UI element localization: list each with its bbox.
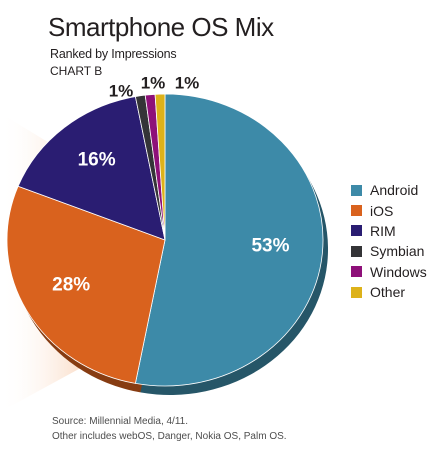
legend-item-ios: iOS <box>351 200 427 220</box>
data-label-symbian: 1% <box>109 81 134 100</box>
legend-swatch-android <box>351 184 362 196</box>
legend-item-windows: Windows <box>351 262 427 282</box>
legend-swatch-ios <box>351 205 362 217</box>
legend-label-symbian: Symbian <box>370 243 425 260</box>
legend-swatch-rim <box>351 225 362 237</box>
source-note: Source: Millennial Media, 4/11. Other in… <box>52 414 287 444</box>
pie-slice-ios <box>6 185 166 384</box>
pie-slice-android <box>134 93 324 387</box>
legend-label-android: Android <box>370 182 419 199</box>
other-note-line: Other includes webOS, Danger, Nokia OS, … <box>52 431 287 442</box>
legend-swatch-windows <box>351 266 362 278</box>
legend: Android iOS RIM Symbian Windows Other <box>351 180 427 302</box>
chart-title: Smartphone OS Mix <box>48 12 274 42</box>
data-label-ios: 28% <box>52 275 90 296</box>
source-line: Source: Millennial Media, 4/11. <box>52 416 188 427</box>
pie-slice-rim <box>17 96 166 241</box>
data-label-android: 53% <box>251 236 289 257</box>
legend-label-windows: Windows <box>370 263 427 280</box>
legend-label-rim: RIM <box>370 222 396 239</box>
legend-item-android: Android <box>351 180 427 200</box>
legend-swatch-symbian <box>351 245 362 257</box>
legend-label-other: Other <box>370 284 406 301</box>
legend-item-symbian: Symbian <box>351 241 427 261</box>
legend-item-rim: RIM <box>351 221 427 241</box>
data-label-other: 1% <box>175 73 200 92</box>
data-label-windows: 1% <box>141 73 166 92</box>
legend-item-other: Other <box>351 282 427 302</box>
chart-label: CHART B <box>50 64 103 78</box>
legend-label-ios: iOS <box>370 202 394 219</box>
chart-subtitle: Ranked by Impressions <box>50 47 177 61</box>
legend-swatch-other <box>351 286 362 298</box>
pie-slice-other <box>154 93 166 241</box>
data-label-rim: 16% <box>78 149 116 170</box>
